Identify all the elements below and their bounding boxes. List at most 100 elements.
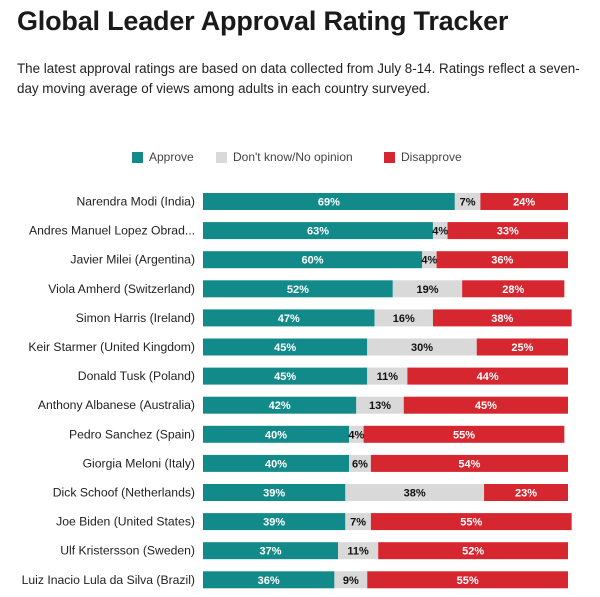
data-label-dont-know: 7% bbox=[350, 517, 366, 529]
bar-dont-know bbox=[338, 542, 379, 560]
data-label-dont-know: 7% bbox=[460, 197, 476, 209]
data-label-disapprove: 55% bbox=[460, 517, 482, 529]
bar-disapprove bbox=[432, 309, 572, 327]
data-label-dont-know: 38% bbox=[404, 488, 426, 500]
row-label: Keir Starmer (United Kingdom) bbox=[28, 340, 195, 354]
data-label-approve: 63% bbox=[307, 226, 329, 238]
row-label: Narendra Modi (India) bbox=[76, 195, 195, 209]
bar-disapprove bbox=[476, 338, 568, 356]
data-label-dont-know: 11% bbox=[377, 371, 399, 383]
bar-approve bbox=[203, 454, 349, 472]
bar-dont-know bbox=[392, 280, 463, 298]
bar-approve bbox=[203, 513, 346, 531]
bar-dont-know bbox=[454, 193, 481, 210]
data-label-approve: 47% bbox=[278, 313, 300, 325]
data-label-approve: 40% bbox=[265, 458, 287, 470]
data-label-disapprove: 36% bbox=[491, 255, 513, 267]
bar-approve bbox=[203, 571, 335, 589]
data-label-approve: 42% bbox=[269, 400, 291, 412]
bar-dont-know bbox=[334, 571, 368, 589]
data-label-disapprove: 44% bbox=[477, 371, 499, 383]
data-label-disapprove: 33% bbox=[497, 226, 519, 238]
row-label: Simon Harris (Ireland) bbox=[76, 311, 195, 325]
legend-label-disapprove: Disapprove bbox=[401, 150, 462, 164]
data-label-approve: 45% bbox=[274, 342, 296, 354]
legend-swatch-disapprove bbox=[384, 151, 395, 163]
chart-subtitle: The latest approval ratings are based on… bbox=[17, 61, 580, 96]
data-label-approve: 36% bbox=[258, 575, 280, 587]
row-label: Dick Schoof (Netherlands) bbox=[53, 486, 195, 500]
row-label: Luiz Inacio Lula da Silva (Brazil) bbox=[22, 573, 195, 587]
data-label-approve: 39% bbox=[263, 517, 285, 529]
legend-item-disapprove: Disapprove bbox=[384, 150, 462, 164]
data-label-approve: 40% bbox=[265, 429, 287, 441]
data-label-disapprove: 54% bbox=[458, 458, 480, 470]
bar-approve bbox=[203, 396, 357, 414]
bar-dont-know bbox=[422, 251, 437, 269]
data-label-disapprove: 55% bbox=[453, 429, 475, 441]
data-label-dont-know: 13% bbox=[369, 400, 391, 412]
bar-approve bbox=[203, 425, 349, 443]
data-label-approve: 45% bbox=[274, 371, 296, 383]
bar-approve bbox=[203, 309, 375, 327]
data-label-approve: 69% bbox=[318, 197, 340, 209]
legend-item-approve: Approve bbox=[132, 150, 194, 164]
bar-dont-know bbox=[349, 454, 371, 472]
bar-dont-know bbox=[345, 513, 371, 531]
legend-label-approve: Approve bbox=[149, 150, 194, 164]
bar-approve bbox=[203, 280, 393, 298]
data-label-disapprove: 45% bbox=[475, 400, 497, 412]
bar-disapprove bbox=[367, 571, 568, 589]
bar-dont-know bbox=[432, 222, 448, 240]
bar-disapprove bbox=[370, 454, 568, 472]
data-label-disapprove: 25% bbox=[511, 342, 533, 354]
bar-approve bbox=[203, 251, 422, 269]
bar-approve bbox=[203, 193, 455, 210]
bar-dont-know bbox=[345, 484, 485, 501]
bar-disapprove bbox=[484, 484, 568, 501]
legend-swatch-dont-know bbox=[216, 151, 227, 163]
data-label-dont-know: 4% bbox=[348, 429, 364, 441]
bar-disapprove bbox=[462, 280, 565, 298]
bar-approve bbox=[203, 338, 368, 356]
bar-approve bbox=[203, 542, 339, 560]
row-label: Andres Manuel Lopez Obrad... bbox=[29, 224, 195, 238]
data-label-dont-know: 4% bbox=[432, 226, 448, 238]
bar-dont-know bbox=[349, 425, 364, 443]
row-label: Viola Amherd (Switzerland) bbox=[48, 282, 195, 296]
data-label-disapprove: 38% bbox=[491, 313, 513, 325]
bar-disapprove bbox=[480, 193, 568, 210]
data-label-disapprove: 52% bbox=[462, 546, 484, 558]
data-label-disapprove: 28% bbox=[502, 284, 524, 296]
row-label: Ulf Kristersson (Sweden) bbox=[60, 544, 195, 558]
legend: Approve Don't know/No opinion Disapprove bbox=[0, 150, 600, 168]
data-label-dont-know: 9% bbox=[343, 575, 359, 587]
row-label: Anthony Albanese (Australia) bbox=[38, 398, 195, 412]
data-label-disapprove: 24% bbox=[513, 197, 535, 209]
row-label: Pedro Sanchez (Spain) bbox=[69, 427, 195, 441]
data-label-dont-know: 30% bbox=[411, 342, 433, 354]
bar-disapprove bbox=[403, 396, 568, 414]
bar-approve bbox=[203, 367, 368, 385]
bar-dont-know bbox=[374, 309, 433, 327]
data-label-disapprove: 23% bbox=[515, 488, 537, 500]
bar-disapprove bbox=[363, 425, 565, 443]
row-label: Javier Milei (Argentina) bbox=[70, 253, 195, 267]
data-label-dont-know: 11% bbox=[347, 546, 369, 558]
data-label-approve: 37% bbox=[260, 546, 282, 558]
bar-approve bbox=[203, 484, 346, 501]
data-label-dont-know: 4% bbox=[421, 255, 437, 267]
bar-disapprove bbox=[447, 222, 568, 240]
data-label-approve: 39% bbox=[263, 488, 285, 500]
data-label-approve: 52% bbox=[287, 284, 309, 296]
row-label: Donald Tusk (Poland) bbox=[78, 369, 195, 383]
bar-disapprove bbox=[407, 367, 568, 385]
bar-disapprove bbox=[378, 542, 568, 560]
data-label-dont-know: 16% bbox=[393, 313, 415, 325]
bar-dont-know bbox=[367, 338, 477, 356]
data-label-approve: 60% bbox=[301, 255, 323, 267]
legend-swatch-approve bbox=[132, 151, 143, 163]
row-label: Joe Biden (United States) bbox=[56, 515, 195, 529]
bar-approve bbox=[203, 222, 433, 240]
bar-dont-know bbox=[367, 367, 408, 385]
